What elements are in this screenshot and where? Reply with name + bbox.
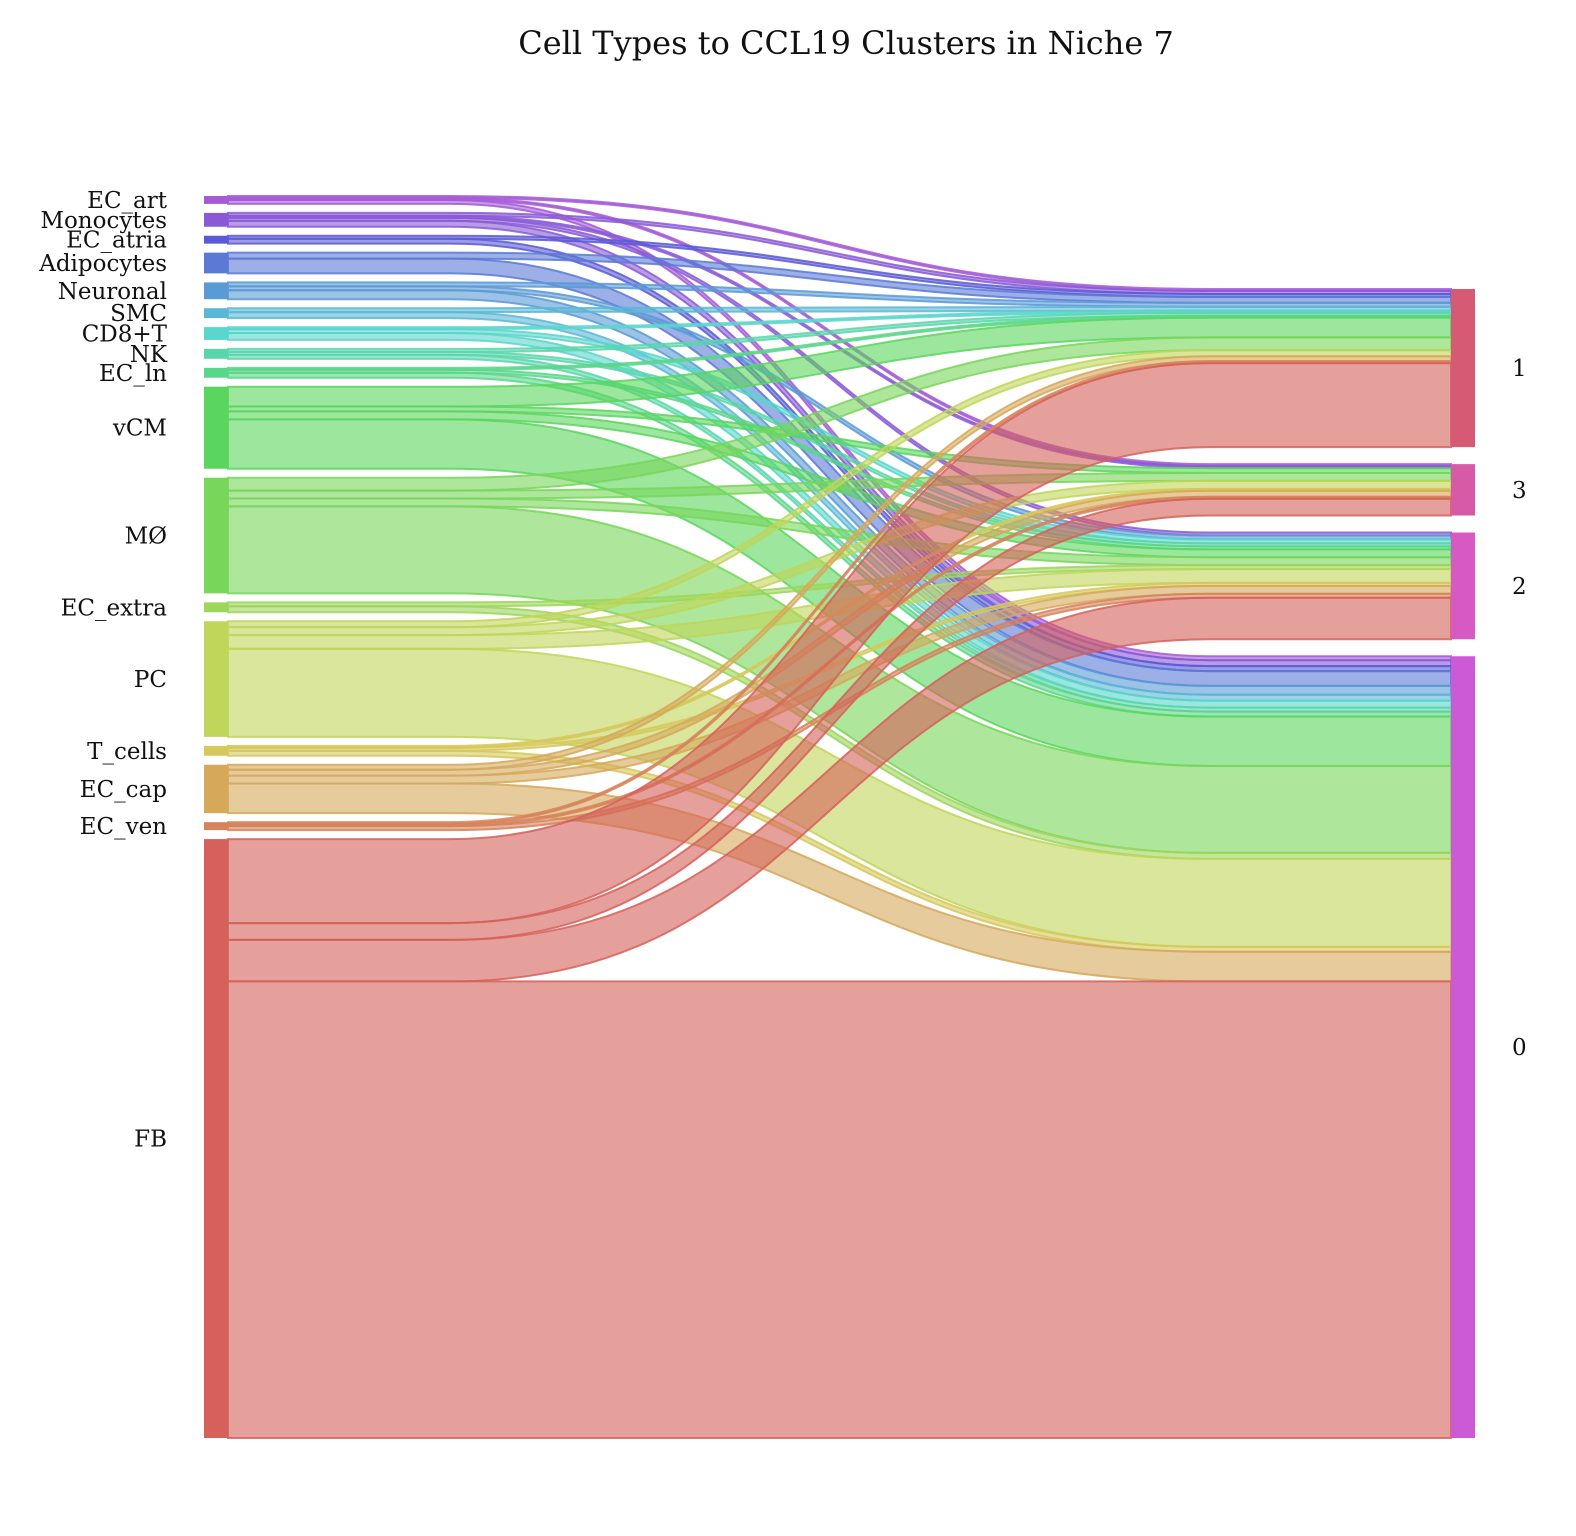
target-node-cluster-2 <box>1451 532 1475 640</box>
target-label-cluster-3: 3 <box>1512 478 1527 504</box>
source-node-adipocytes <box>204 252 228 274</box>
source-label-ec-cap: EC_cap <box>80 777 167 803</box>
source-node-pc <box>204 621 228 737</box>
source-label-monocytes: Monocytes <box>40 208 167 234</box>
nodes-layer <box>204 196 1475 1438</box>
target-node-cluster-1 <box>1451 289 1475 448</box>
link-fb-to-cluster-2 <box>227 596 1452 983</box>
source-node-ec-ln <box>204 367 228 378</box>
source-node-ec-cap <box>204 764 228 814</box>
source-label-ec-ln: EC_ln <box>99 361 167 387</box>
labels-layer: EC_artMonocytesEC_atriaAdipocytesNeurona… <box>38 188 1526 1153</box>
source-label-t-cells: T_cells <box>87 739 167 765</box>
target-label-cluster-0: 0 <box>1512 1035 1527 1061</box>
source-node-fb <box>204 839 228 1438</box>
source-label-nk: NK <box>130 342 168 368</box>
source-label-m: MØ <box>125 524 167 550</box>
source-node-m <box>204 477 228 594</box>
source-label-vcm: vCM <box>112 416 167 442</box>
source-label-smc: SMC <box>110 301 167 327</box>
link-fb-to-cluster-1 <box>227 362 1452 925</box>
source-label-cd8-t: CD8+T <box>82 322 168 348</box>
source-node-t-cells <box>204 745 228 756</box>
source-label-ec-ven: EC_ven <box>80 814 167 840</box>
source-node-neuronal <box>204 282 228 300</box>
source-label-fb: FB <box>134 1127 167 1153</box>
source-label-ec-atria: EC_atria <box>66 228 167 254</box>
target-node-cluster-0 <box>1451 656 1475 1438</box>
source-node-monocytes <box>204 212 228 227</box>
source-node-ec-extra <box>204 602 228 613</box>
source-node-ec-ven <box>204 822 228 831</box>
link-fb-to-cluster-0 <box>227 980 1452 1440</box>
source-label-adipocytes: Adipocytes <box>38 251 167 277</box>
source-label-neuronal: Neuronal <box>58 279 167 305</box>
source-node-smc <box>204 308 228 319</box>
source-node-cd8-t <box>204 327 228 340</box>
target-label-cluster-2: 2 <box>1512 574 1527 600</box>
target-label-cluster-1: 1 <box>1512 356 1527 382</box>
source-label-pc: PC <box>134 667 167 693</box>
source-node-vcm <box>204 386 228 469</box>
source-node-ec-art <box>204 196 228 204</box>
target-node-cluster-3 <box>1451 464 1475 516</box>
source-node-nk <box>204 348 228 359</box>
links-layer <box>227 195 1452 1440</box>
chart-title: Cell Types to CCL19 Clusters in Niche 7 <box>518 24 1174 62</box>
source-label-ec-art: EC_art <box>87 188 168 214</box>
source-label-ec-extra: EC_extra <box>61 595 168 621</box>
source-node-ec-atria <box>204 235 228 244</box>
